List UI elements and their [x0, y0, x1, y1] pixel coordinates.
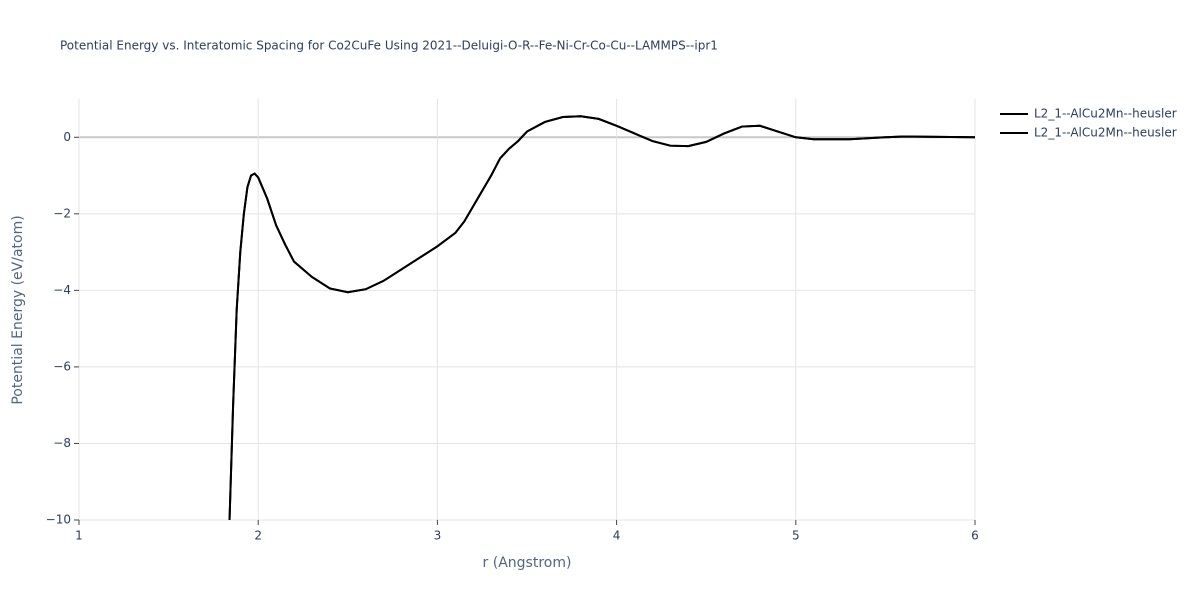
y-tick-label: −2 [53, 206, 71, 220]
y-tick-label: −10 [46, 513, 71, 527]
series-line [228, 115, 975, 520]
x-tick-label: 3 [434, 529, 442, 543]
x-tick-label: 5 [792, 529, 800, 543]
y-tick-label: −8 [53, 436, 71, 450]
x-axis-title: r (Angstrom) [483, 555, 572, 571]
chart-title: Potential Energy vs. Interatomic Spacing… [60, 39, 718, 53]
y-axis-title: Potential Energy (eV/atom) [10, 215, 26, 404]
x-tick-label: 1 [75, 529, 83, 543]
x-tick-label: 4 [613, 529, 621, 543]
x-tick-label: 2 [254, 529, 262, 543]
series-line [228, 115, 975, 520]
legend-label: L2_1--AlCu2Mn--heusler [1034, 107, 1177, 121]
y-tick-label: 0 [63, 130, 71, 144]
legend-label: L2_1--AlCu2Mn--heusler [1034, 126, 1177, 140]
grid [78, 99, 976, 521]
y-tick-label: −4 [53, 283, 71, 297]
x-tick-label: 6 [971, 529, 979, 543]
y-tick-label: −6 [53, 359, 71, 373]
